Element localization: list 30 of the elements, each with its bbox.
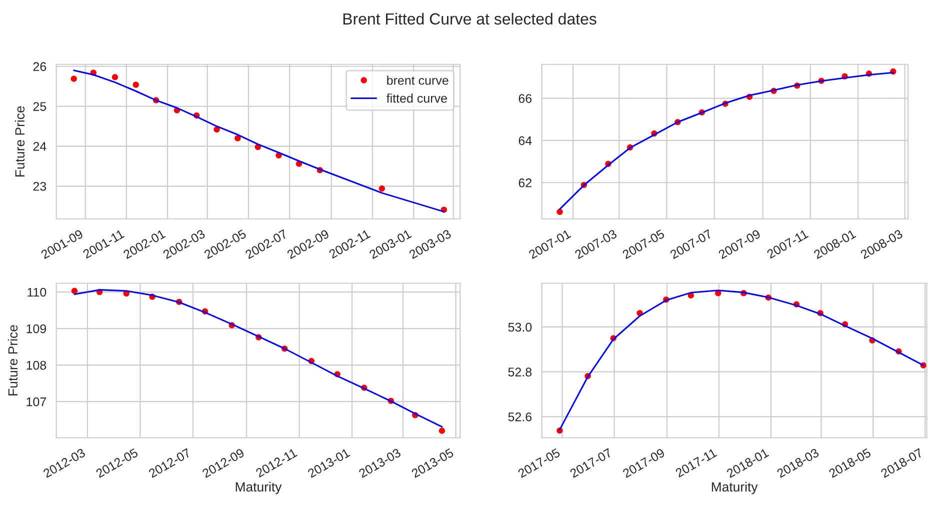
point (234, 135, 241, 142)
y-tick-label: 110 (28, 288, 46, 297)
y-tick-label: 25 (33, 102, 46, 111)
x-axis-title: Maturity (236, 482, 282, 494)
y-tick-label: 62 (518, 178, 532, 188)
y-tick-label: 23 (33, 182, 46, 191)
y-axis-title: Future Price (8, 325, 18, 396)
legend-label: fitted curve (386, 94, 447, 103)
y-tick-label: 109 (26, 324, 46, 334)
chart-title: Brent Fitted Curve at selected dates (343, 12, 596, 25)
y-tick-label: 52.8 (508, 368, 532, 376)
x-axis-title: Maturity (712, 482, 758, 494)
y-tick-label: 52.6 (508, 412, 532, 422)
point (132, 82, 140, 88)
point (71, 288, 78, 294)
point (214, 126, 220, 133)
y-tick-label: 66 (518, 94, 532, 103)
y-tick-label: 64 (518, 136, 532, 146)
point (438, 428, 446, 434)
point (378, 185, 386, 192)
y-axis-title: Future Price (14, 106, 25, 176)
y-tick-label: 26 (33, 62, 46, 72)
y-tick-label: 107 (26, 397, 46, 406)
point (70, 76, 77, 82)
legend-label: brent curve (387, 76, 448, 85)
y-tick-label: 24 (33, 142, 46, 151)
y-tick-label: 53.0 (508, 322, 532, 332)
point (112, 74, 118, 80)
point (556, 208, 563, 216)
y-tick-label: 108 (26, 360, 46, 370)
